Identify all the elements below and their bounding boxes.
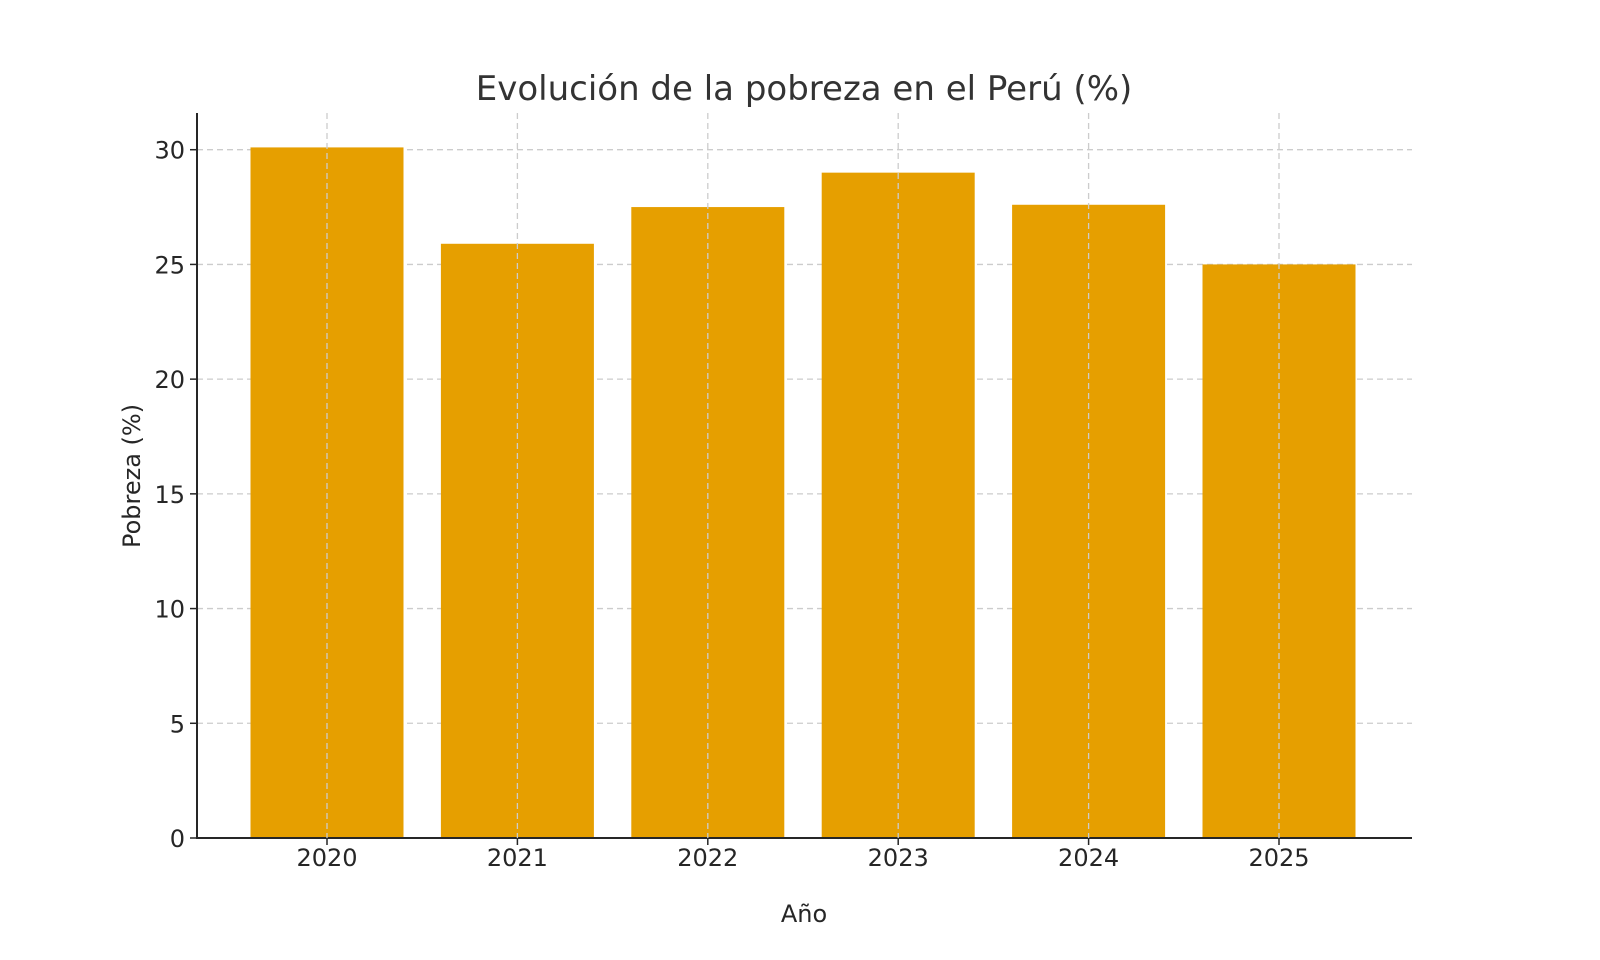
chart-title: Evolución de la pobreza en el Perú (%) [476, 69, 1133, 109]
x-tick-label: 2022 [677, 844, 738, 872]
x-tick-label: 2024 [1058, 844, 1119, 872]
y-tick-label: 0 [170, 825, 185, 853]
y-tick-label: 30 [154, 137, 185, 165]
x-tick-label: 2025 [1248, 844, 1309, 872]
bars [250, 147, 1356, 838]
y-tick-label: 20 [154, 366, 185, 394]
x-tick-label: 2023 [868, 844, 929, 872]
y-tick-label: 5 [170, 710, 185, 738]
bar-2022 [631, 207, 785, 838]
bar-2020 [250, 147, 404, 838]
y-tick-label: 10 [154, 596, 185, 624]
bar-2024 [1012, 204, 1166, 838]
y-axis-label: Pobreza (%) [118, 404, 146, 548]
x-axis-label: Año [781, 900, 827, 928]
y-tick-label: 25 [154, 251, 185, 279]
y-tick-label: 15 [154, 481, 185, 509]
bar-2025 [1202, 264, 1356, 838]
x-tick-label: 2021 [487, 844, 548, 872]
x-tick-label: 2020 [296, 844, 357, 872]
